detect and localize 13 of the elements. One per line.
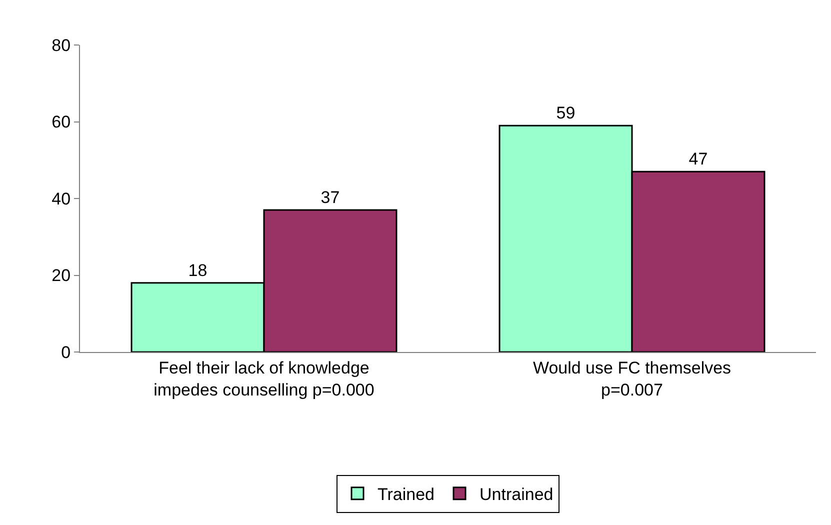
legend-label: Untrained xyxy=(480,484,554,504)
y-tick-label: 60 xyxy=(52,112,71,132)
data-label: 59 xyxy=(556,104,576,123)
legend-label: Trained xyxy=(378,484,435,504)
x-tick-label: Would use FC themselves p=0.007 xyxy=(532,358,732,400)
data-label: 37 xyxy=(320,188,340,208)
y-tick-label: 0 xyxy=(61,342,71,362)
y-tick-label: 80 xyxy=(52,36,71,55)
y-tick-label: 20 xyxy=(52,266,71,286)
x-tick-label: Feel their lack of knowledge impedes counselling p=0.000 xyxy=(154,358,374,400)
data-label: 47 xyxy=(688,150,708,169)
y-tick-label: 40 xyxy=(52,189,71,208)
data-label: 18 xyxy=(188,260,208,280)
